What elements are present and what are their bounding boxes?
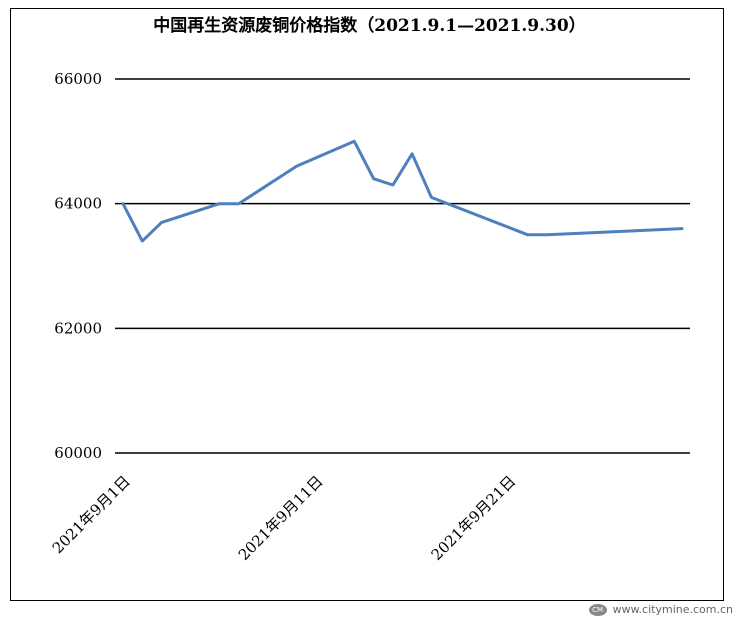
data-point: [121, 202, 125, 205]
data-point: [237, 202, 240, 205]
data-point: [526, 233, 529, 237]
series-line: [121, 139, 684, 243]
y-tick-label: 62000: [54, 319, 102, 337]
series-lines: [121, 139, 684, 243]
chart-title: 中国再生资源废铜价格指数（2021.9.1—2021.9.30）: [153, 16, 586, 36]
y-tick-labels: 60000 62000 64000 66000: [54, 70, 102, 462]
data-point: [545, 233, 549, 237]
watermark-text: www.citymine.com.cn: [612, 603, 733, 616]
data-point: [160, 221, 163, 224]
grid-lines: [115, 78, 690, 454]
data-point: [680, 227, 684, 230]
x-tick-labels: 2021年9月1日 2021年9月11日 2021年9月21日: [49, 472, 520, 564]
y-tick-label: 64000: [54, 195, 102, 213]
data-point: [295, 165, 298, 168]
citymine-logo-icon: CM: [588, 603, 607, 616]
watermark: CM www.citymine.com.cn: [588, 603, 733, 616]
chart-frame: [10, 8, 724, 601]
data-point: [353, 140, 356, 143]
y-tick-label: 66000: [54, 70, 102, 88]
data-point: [391, 183, 395, 187]
x-tick-label: 2021年9月1日: [49, 472, 134, 557]
data-point: [410, 152, 414, 155]
data-point: [218, 202, 221, 205]
data-point: [430, 196, 433, 199]
data-point: [141, 239, 144, 243]
data-point: [372, 177, 375, 180]
y-tick-label: 60000: [54, 444, 102, 462]
x-tick-label: 2021年9月21日: [428, 472, 520, 564]
x-tick-label: 2021年9月11日: [235, 472, 327, 564]
